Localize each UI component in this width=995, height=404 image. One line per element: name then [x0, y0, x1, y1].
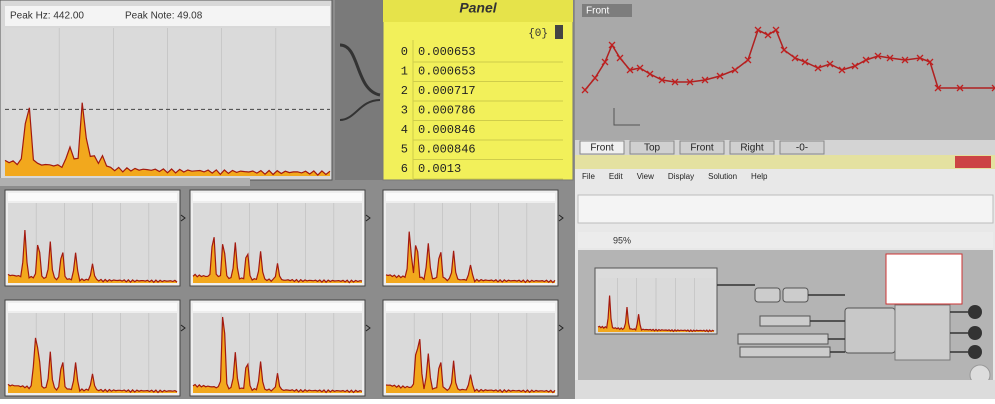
row-index: 1 — [401, 65, 408, 79]
component[interactable] — [783, 288, 808, 302]
zoom: 95% — [613, 235, 631, 245]
menu-item[interactable]: Solution — [708, 172, 737, 181]
viewport-tab-label: -0- — [796, 143, 808, 154]
component[interactable] — [760, 316, 810, 326]
spectrum-card-header — [193, 303, 362, 311]
menu-item[interactable]: Edit — [609, 172, 624, 181]
peak-hz: Peak Hz: 442.00 — [10, 11, 84, 22]
row-value: 0.0013 — [418, 162, 461, 176]
row-index: 3 — [401, 104, 408, 118]
canvas-wires — [335, 0, 383, 180]
row-value: 0.000717 — [418, 84, 476, 98]
row-value: 0.000653 — [418, 45, 476, 59]
menu-item[interactable]: Help — [751, 172, 768, 181]
row-index: 6 — [401, 162, 408, 176]
menu-item[interactable]: Display — [668, 172, 694, 181]
spectrum-card-header — [8, 193, 177, 201]
slider[interactable] — [738, 334, 828, 344]
menu-item[interactable]: View — [637, 172, 654, 181]
gh-canvas-toolbar — [578, 232, 993, 248]
scrollbar — [0, 178, 250, 186]
row-value: 0.000846 — [418, 143, 476, 157]
screenshot: Peak Hz: 442.00 Peak Note: 49.08 Panel {… — [0, 0, 995, 399]
param[interactable] — [968, 326, 982, 340]
param[interactable] — [968, 305, 982, 319]
panel-title: Panel — [459, 0, 497, 16]
viewport-tab-label: Right — [740, 143, 764, 154]
row-index: 4 — [401, 123, 408, 137]
peak-note: Peak Note: 49.08 — [125, 11, 203, 22]
spectrum-card-header — [386, 303, 555, 311]
component[interactable] — [845, 308, 895, 353]
panel-scroll — [555, 25, 563, 39]
spectrum-card-header — [386, 193, 555, 201]
viewport-tab-label: Front — [690, 143, 714, 154]
viewport-tab-label: Front — [590, 143, 614, 154]
tab-list: Front Top Front Right -0- — [580, 141, 824, 154]
spectrum-card-header — [8, 303, 177, 311]
menu-item[interactable]: File — [582, 172, 595, 181]
tooltip — [886, 254, 962, 304]
row-index: 5 — [401, 143, 408, 157]
row-value: 0.000846 — [418, 123, 476, 137]
close-button[interactable] — [955, 156, 991, 168]
row-value: 0.000786 — [418, 104, 476, 118]
viewport — [575, 0, 995, 150]
viewport-tab-label: Top — [644, 143, 661, 154]
mini-spectrum-plot — [598, 278, 714, 332]
spectrum-plot — [5, 28, 330, 176]
row-index: 2 — [401, 84, 408, 98]
spectrum-card-header — [193, 193, 362, 201]
param[interactable] — [968, 345, 982, 359]
gh-toolbar — [578, 195, 993, 223]
gh-titlebar — [575, 155, 995, 169]
panel-path: {0} — [528, 28, 548, 40]
slider[interactable] — [740, 347, 830, 357]
viewport-label: Front — [586, 6, 610, 17]
component[interactable] — [755, 288, 780, 302]
row-index: 0 — [401, 45, 408, 59]
component-outputs — [895, 305, 950, 360]
gh-statusbar — [575, 380, 995, 399]
row-value: 0.000653 — [418, 65, 476, 79]
